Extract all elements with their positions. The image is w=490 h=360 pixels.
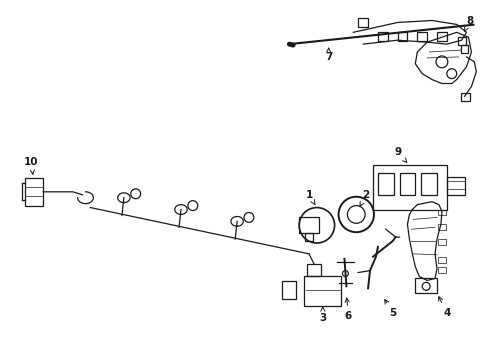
- Bar: [307, 264, 321, 275]
- Text: 6: 6: [345, 298, 352, 321]
- Text: 7: 7: [325, 48, 332, 62]
- Text: 4: 4: [439, 297, 450, 318]
- Text: 5: 5: [385, 300, 396, 318]
- Bar: [397, 32, 408, 41]
- Bar: [438, 224, 446, 230]
- Bar: [299, 217, 319, 233]
- Text: 1: 1: [305, 190, 315, 205]
- Bar: [461, 93, 470, 101]
- Bar: [417, 32, 427, 41]
- Bar: [282, 282, 296, 299]
- Text: 9: 9: [394, 148, 407, 162]
- Bar: [447, 177, 465, 195]
- Bar: [399, 173, 416, 195]
- Text: 8: 8: [465, 15, 474, 31]
- Text: 3: 3: [319, 307, 326, 323]
- Bar: [358, 18, 368, 27]
- Text: 10: 10: [24, 157, 39, 174]
- Bar: [305, 233, 313, 241]
- Bar: [378, 173, 393, 195]
- Bar: [438, 267, 446, 273]
- Bar: [461, 45, 468, 53]
- Bar: [373, 165, 447, 210]
- Bar: [416, 278, 437, 293]
- Bar: [378, 32, 388, 41]
- Bar: [458, 37, 466, 45]
- Bar: [438, 257, 446, 263]
- Text: 2: 2: [360, 190, 370, 206]
- Bar: [25, 178, 43, 206]
- Bar: [438, 210, 446, 215]
- Bar: [438, 239, 446, 245]
- Bar: [304, 276, 342, 306]
- Bar: [421, 173, 437, 195]
- Bar: [437, 32, 447, 41]
